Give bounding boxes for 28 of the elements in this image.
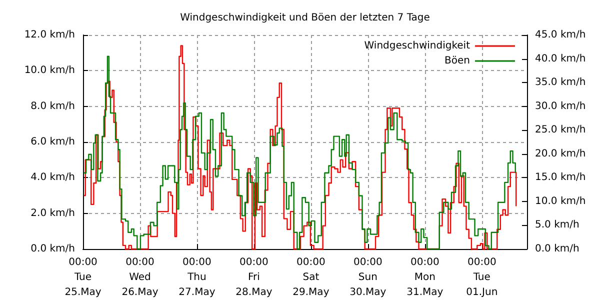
y-tick-label: 10.0 km/h (24, 65, 75, 76)
y2-tick-label: 30.0 km/h (535, 100, 586, 112)
y2-tick-label: 35.0 km/h (535, 77, 586, 88)
x-tick-label: 00:00 Wed 26.May (122, 257, 158, 298)
y-tick-label: 4.0 km/h (30, 172, 75, 184)
x-tick-label: 00:00 Thu 27.May (178, 257, 216, 298)
y2-tick-label: 15.0 km/h (535, 172, 586, 184)
y2-tick-label: 45.0 km/h (535, 30, 586, 40)
y-tick-label: 2.0 km/h (30, 208, 75, 219)
y2-tick-label: 10.0 km/h (535, 196, 586, 207)
y2-tick-label: 20.0 km/h (535, 148, 586, 160)
y2-tick-label: 5.0 km/h (535, 220, 580, 231)
y-tick-label: 6.0 km/h (30, 136, 75, 148)
chart-title: Windgeschwindigkeit und Böen der letzten 7 Tage (180, 12, 430, 24)
legend-label: Böen (444, 56, 470, 66)
x-tick-label: 00:00 Sat 29.May (292, 257, 330, 298)
x-tick-label: 00:00 Fri 28.May (236, 257, 272, 298)
x-tick-label: 00:00 Tue 01.Jun (466, 257, 498, 298)
y2-tick-label: 25.0 km/h (535, 124, 586, 136)
x-tick-label: 00:00 Mon 31.May (406, 257, 444, 298)
y-tick-label: 12.0 km/h (24, 30, 75, 40)
y-tick-label: 8.0 km/h (30, 100, 75, 112)
y-tick-label: 0.0 km/h (30, 244, 75, 254)
y2-tick-label: 0.0 km/h (535, 244, 580, 254)
x-tick-label: 00:00 Tue 25.May (64, 257, 102, 298)
legend-label: Windgeschwindigkeit (364, 40, 470, 52)
x-tick-label: 00:00 Sun 30.May (350, 257, 386, 298)
y2-tick-label: 40.0 km/h (535, 53, 586, 64)
